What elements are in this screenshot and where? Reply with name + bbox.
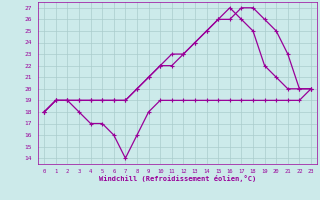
X-axis label: Windchill (Refroidissement éolien,°C): Windchill (Refroidissement éolien,°C)	[99, 175, 256, 182]
